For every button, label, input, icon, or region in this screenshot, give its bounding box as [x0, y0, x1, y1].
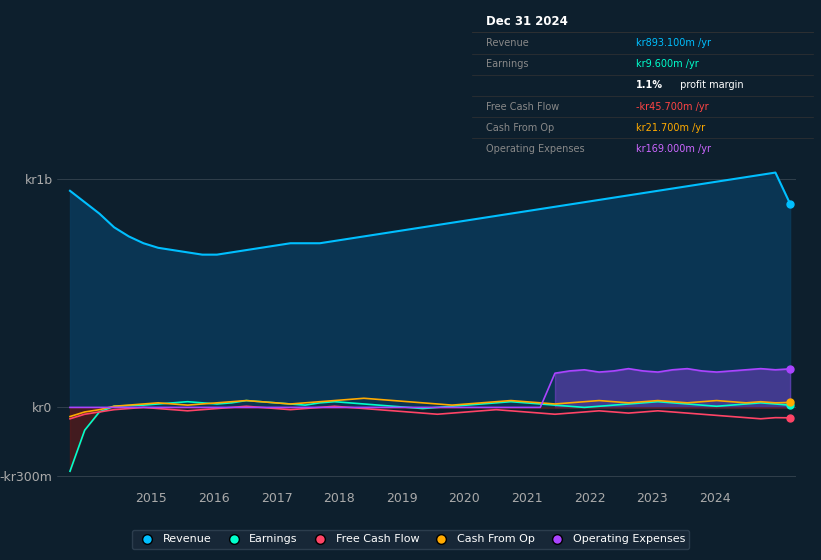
- Text: Dec 31 2024: Dec 31 2024: [486, 15, 567, 29]
- Text: Revenue: Revenue: [486, 38, 529, 48]
- Text: Earnings: Earnings: [486, 59, 528, 69]
- Text: 1.1%: 1.1%: [635, 81, 663, 90]
- Text: -kr45.700m /yr: -kr45.700m /yr: [635, 101, 709, 111]
- Text: Cash From Op: Cash From Op: [486, 123, 554, 133]
- Text: Free Cash Flow: Free Cash Flow: [486, 101, 559, 111]
- Text: profit margin: profit margin: [677, 81, 743, 90]
- Text: kr21.700m /yr: kr21.700m /yr: [635, 123, 704, 133]
- Legend: Revenue, Earnings, Free Cash Flow, Cash From Op, Operating Expenses: Revenue, Earnings, Free Cash Flow, Cash …: [131, 530, 690, 549]
- Text: kr893.100m /yr: kr893.100m /yr: [635, 38, 711, 48]
- Text: kr169.000m /yr: kr169.000m /yr: [635, 144, 711, 154]
- Text: Operating Expenses: Operating Expenses: [486, 144, 585, 154]
- Text: kr9.600m /yr: kr9.600m /yr: [635, 59, 699, 69]
